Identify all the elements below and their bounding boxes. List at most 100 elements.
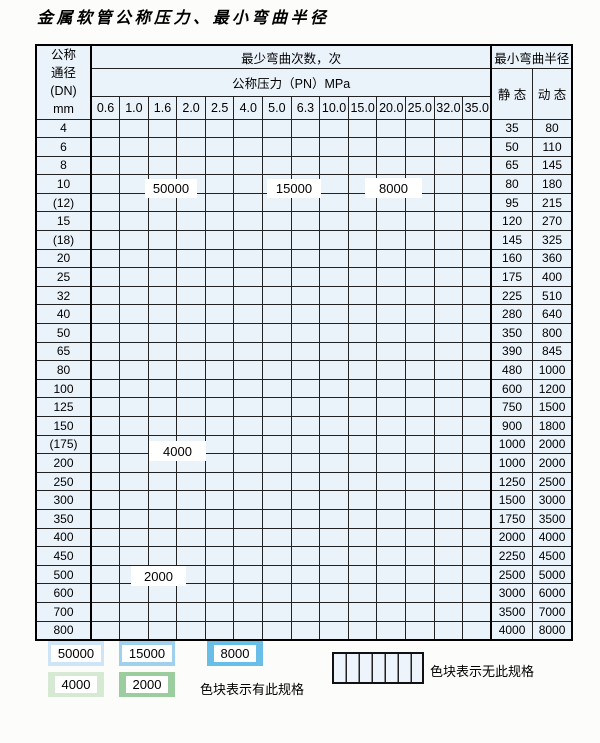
spec-cell — [319, 155, 349, 176]
spec-cell — [90, 323, 121, 343]
dn-cell: 300 — [35, 490, 92, 510]
table-row-dn-500: 500 2500 5000 — [35, 564, 573, 585]
no-spec-cell — [347, 490, 378, 510]
no-spec-cell — [176, 601, 206, 622]
spec-cell — [90, 118, 121, 139]
pressure-header-1.0: 1.0 — [119, 95, 149, 120]
pressure-header-2.5: 2.5 — [204, 95, 235, 120]
spec-cell — [376, 155, 407, 176]
no-spec-cell — [262, 583, 292, 603]
spec-cell — [147, 304, 178, 325]
spec-cell — [347, 267, 378, 287]
spec-cell — [119, 601, 149, 622]
spec-cell — [119, 527, 149, 548]
table-row-dn-(175): (175) 1000 2000 — [35, 434, 573, 455]
static-radius-cell: 225 — [490, 285, 533, 306]
bend-cycles-header: 最少弯曲次数，次 — [89, 44, 492, 69]
spec-cell — [147, 397, 178, 417]
legend-chip-2000: 2000 — [119, 672, 175, 697]
no-spec-cell — [233, 527, 264, 548]
no-spec-cell — [376, 341, 407, 362]
no-spec-cell — [405, 248, 435, 269]
no-spec-cell — [376, 285, 407, 306]
no-spec-cell — [347, 285, 378, 306]
no-spec-cell — [290, 508, 321, 529]
spec-cell — [147, 583, 178, 603]
static-radius-cell: 350 — [490, 323, 533, 343]
legend-chip-8000: 8000 — [207, 641, 263, 666]
no-spec-cell — [233, 601, 264, 622]
static-radius-cell: 160 — [490, 248, 533, 269]
spec-cell — [204, 527, 235, 548]
dynamic-radius-cell: 325 — [531, 230, 573, 250]
dynamic-radius-cell: 640 — [531, 304, 573, 325]
static-radius-cell: 4000 — [490, 620, 533, 641]
no-spec-cell — [462, 583, 492, 603]
spec-cell — [176, 211, 206, 232]
spec-cell — [90, 360, 121, 380]
no-spec-cell — [433, 137, 464, 157]
no-spec-cell — [405, 601, 435, 622]
static-radius-cell: 2250 — [490, 546, 533, 566]
no-spec-cell — [290, 564, 321, 585]
table-row-dn-300: 300 1500 3000 — [35, 490, 573, 510]
spec-cell — [147, 211, 178, 232]
spec-cell — [262, 304, 292, 325]
spec-cell — [319, 230, 349, 250]
no-spec-cell — [262, 416, 292, 436]
no-spec-cell — [347, 564, 378, 585]
spec-cell — [233, 490, 264, 510]
spec-cell — [233, 118, 264, 139]
spec-cell — [233, 397, 264, 417]
spec-cell — [204, 471, 235, 492]
spec-cell — [204, 397, 235, 417]
static-radius-cell: 390 — [490, 341, 533, 362]
no-spec-cell — [433, 174, 464, 194]
dynamic-radius-cell: 4000 — [531, 527, 573, 548]
no-spec-cell — [462, 546, 492, 566]
no-spec-cell — [433, 583, 464, 603]
no-spec-cell — [433, 453, 464, 473]
no-spec-cell — [433, 564, 464, 585]
spec-cell — [119, 471, 149, 492]
spec-cell — [119, 323, 149, 343]
spec-cell — [90, 285, 121, 306]
spec-cell — [233, 211, 264, 232]
spec-cell — [176, 416, 206, 436]
spec-cell — [90, 304, 121, 325]
spec-cell — [119, 397, 149, 417]
spec-cell — [262, 285, 292, 306]
dn-cell: 65 — [35, 341, 92, 362]
no-spec-cell — [376, 601, 407, 622]
dynamic-radius-cell: 3000 — [531, 490, 573, 510]
static-radius-cell: 750 — [490, 397, 533, 417]
no-spec-cell — [347, 397, 378, 417]
table-row-dn-25: 25 175 400 — [35, 267, 573, 287]
no-spec-cell — [405, 583, 435, 603]
no-spec-cell — [347, 360, 378, 380]
dn-cell: (18) — [35, 230, 92, 250]
spec-cell — [90, 230, 121, 250]
no-spec-cell — [405, 564, 435, 585]
no-spec-cell — [433, 267, 464, 287]
spec-cell — [262, 323, 292, 343]
static-radius-cell: 95 — [490, 192, 533, 213]
spec-cell — [233, 137, 264, 157]
dn-cell: 100 — [35, 378, 92, 399]
spec-cell — [262, 267, 292, 287]
no-spec-cell — [347, 508, 378, 529]
spec-cell — [119, 211, 149, 232]
spec-cell — [176, 360, 206, 380]
table-row-dn-65: 65 390 845 — [35, 341, 573, 362]
spec-cell — [262, 137, 292, 157]
no-spec-cell — [433, 508, 464, 529]
table-row-dn-150: 150 900 1800 — [35, 416, 573, 436]
no-spec-cell — [433, 248, 464, 269]
no-spec-cell — [376, 434, 407, 455]
no-spec-cell — [462, 508, 492, 529]
spec-cell — [176, 546, 206, 566]
static-radius-cell: 80 — [490, 174, 533, 194]
spec-cell — [290, 155, 321, 176]
no-spec-cell — [376, 304, 407, 325]
no-spec-cell — [290, 360, 321, 380]
